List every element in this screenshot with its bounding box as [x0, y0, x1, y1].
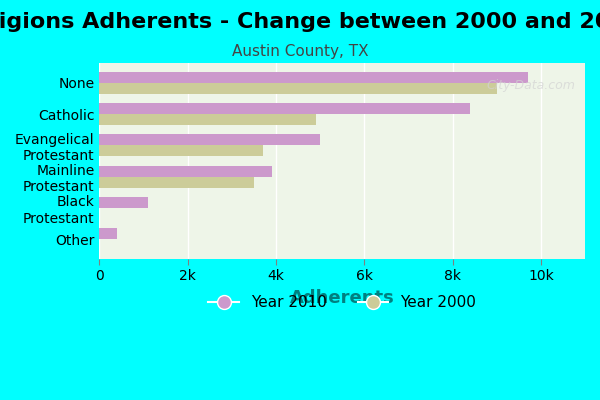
Legend: Year 2010, Year 2000: Year 2010, Year 2000	[202, 289, 482, 316]
Text: City-Data.com: City-Data.com	[487, 79, 575, 92]
Bar	[100, 114, 316, 125]
Text: Austin County, TX: Austin County, TX	[232, 44, 368, 59]
Bar	[100, 134, 320, 145]
Bar	[100, 72, 527, 83]
Bar	[100, 145, 263, 156]
Bar	[100, 166, 272, 177]
Text: Religions Adherents - Change between 2000 and 2010: Religions Adherents - Change between 200…	[0, 12, 600, 32]
Bar	[100, 177, 254, 188]
X-axis label: Adherents: Adherents	[290, 289, 395, 307]
Bar	[100, 228, 117, 239]
Bar	[100, 103, 470, 114]
Bar	[100, 197, 148, 208]
Bar	[100, 83, 497, 94]
